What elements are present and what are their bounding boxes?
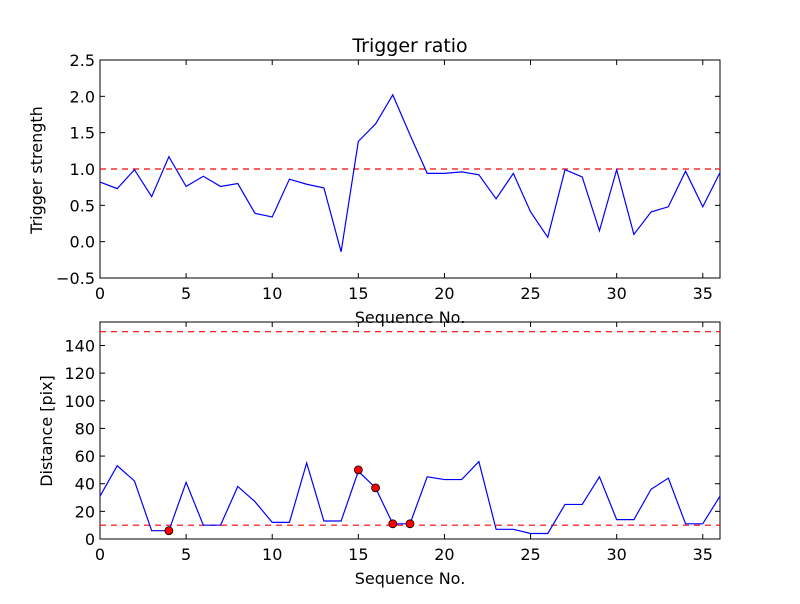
bottom-x-tick-label: 10 bbox=[262, 545, 282, 564]
top-y-tick-label: 2.5 bbox=[70, 51, 95, 70]
top-x-tick-label: 25 bbox=[520, 284, 540, 303]
bottom-marker-point bbox=[164, 526, 174, 536]
bottom-x-tick-label: 35 bbox=[693, 545, 713, 564]
top-x-axis-label: Sequence No. bbox=[355, 308, 466, 327]
top-y-tick-label: 0.0 bbox=[70, 233, 95, 252]
bottom-y-tick-label: 0 bbox=[85, 530, 95, 549]
top-x-tick-label: 10 bbox=[262, 284, 282, 303]
top-x-tick-label: 20 bbox=[434, 284, 454, 303]
top-y-tick-label: 2.0 bbox=[70, 87, 95, 106]
bottom-x-tick-label: 15 bbox=[348, 545, 368, 564]
bottom-x-tick-label: 25 bbox=[520, 545, 540, 564]
bottom-marker-point bbox=[371, 483, 380, 493]
top-x-tick-label: 35 bbox=[693, 284, 713, 303]
bottom-y-axis-label: Distance [pix] bbox=[37, 375, 56, 487]
bottom-y-tick-label: 120 bbox=[64, 364, 95, 383]
bottom-x-tick-label: 5 bbox=[181, 545, 191, 564]
bottom-y-tick-label: 20 bbox=[75, 502, 95, 521]
bottom-marker-point bbox=[388, 519, 398, 529]
top-x-tick-label: 15 bbox=[348, 284, 368, 303]
top-x-tick-label: 30 bbox=[606, 284, 626, 303]
bottom-plot-area: 0 5 10 15 20 25 30 35 0 20 40 60 80 100 120 140 bbox=[64, 321, 721, 564]
top-y-tick-label: 1.0 bbox=[70, 160, 95, 179]
bottom-x-tick-label: 20 bbox=[434, 545, 454, 564]
bottom-marker-point bbox=[353, 465, 363, 475]
top-y-tick-label: −0.5 bbox=[56, 269, 95, 288]
bottom-y-tick-label: 40 bbox=[75, 475, 95, 494]
bottom-x-tick-label: 30 bbox=[606, 545, 626, 564]
top-x-tick-label: 5 bbox=[181, 284, 191, 303]
bottom-x-tick-label: 0 bbox=[95, 545, 105, 564]
top-series-line bbox=[99, 93, 721, 252]
top-chart-title: Trigger ratio bbox=[351, 35, 467, 57]
bottom-y-tick-label: 80 bbox=[75, 419, 95, 438]
top-x-tick-label: 0 bbox=[95, 284, 105, 303]
bottom-marker-point bbox=[405, 519, 415, 529]
bottom-y-tick-label: 140 bbox=[64, 336, 95, 355]
bottom-x-axis-label: Sequence No. bbox=[355, 569, 466, 588]
top-y-tick-label: 0.5 bbox=[70, 196, 95, 215]
bottom-y-tick-label: 60 bbox=[75, 447, 95, 466]
top-y-tick-label: 1.5 bbox=[70, 124, 95, 143]
top-plot-area: 0 5 10 15 20 25 30 35 −0.5 0.0 0.5 1.0 1.5 2.0 2.5 bbox=[56, 51, 721, 303]
top-y-axis-label: Trigger strength bbox=[27, 106, 46, 235]
bottom-axes-frame bbox=[99, 321, 721, 540]
bottom-y-tick-label: 100 bbox=[64, 392, 95, 411]
